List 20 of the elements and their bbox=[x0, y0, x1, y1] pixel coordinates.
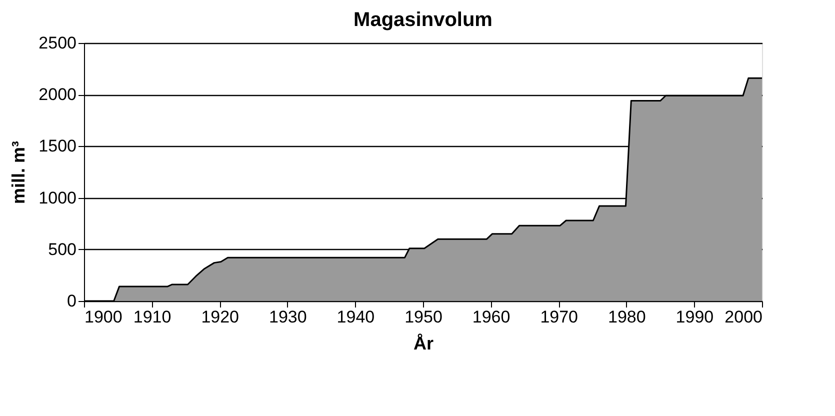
y-tick-label: 0 bbox=[67, 292, 76, 310]
y-axis-title: mill. m³ bbox=[8, 140, 29, 204]
x-tick-label: 1970 bbox=[540, 308, 578, 326]
x-tick-label: 2000 bbox=[724, 308, 762, 326]
y-tick-label: 2000 bbox=[38, 85, 76, 104]
x-tick-label: 1960 bbox=[472, 308, 510, 326]
x-tick-label: 1940 bbox=[336, 308, 375, 326]
y-tick-label: 2500 bbox=[38, 34, 76, 52]
x-tick-label: 1990 bbox=[676, 308, 714, 326]
x-tick-label: 1930 bbox=[268, 308, 307, 326]
x-tick-label: 1900 bbox=[84, 308, 122, 326]
x-tick-label: 1920 bbox=[201, 308, 240, 326]
y-tick-label: 1000 bbox=[38, 188, 76, 208]
x-tick-label: 1910 bbox=[133, 308, 172, 326]
x-tick-label: 1980 bbox=[608, 308, 646, 326]
chart-title: Magasinvolum bbox=[354, 9, 492, 31]
y-tick-label: 1500 bbox=[38, 136, 76, 156]
x-tick-label: 1950 bbox=[404, 308, 442, 326]
x-axis-title: År bbox=[413, 334, 434, 354]
y-tick-label: 500 bbox=[48, 240, 76, 259]
